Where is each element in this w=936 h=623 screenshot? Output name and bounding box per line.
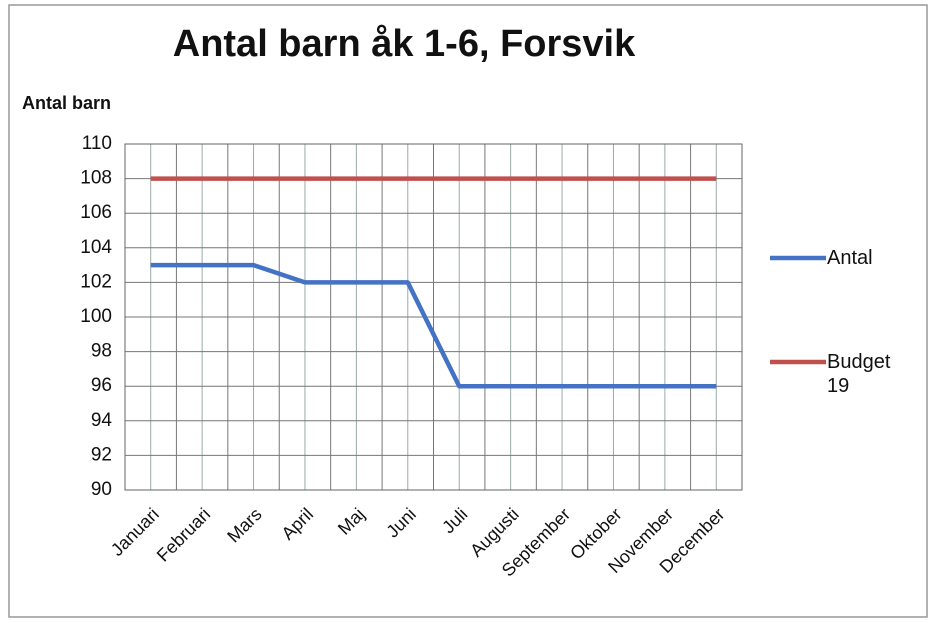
y-tick-label: 108: [80, 168, 112, 189]
y-tick-label: 110: [82, 133, 112, 154]
y-axis-label: Antal barn: [22, 93, 111, 113]
x-tick-label: Mars: [223, 504, 265, 546]
chart-title: Antal barn åk 1-6, Forsvik: [173, 23, 636, 65]
x-tick-label: Juli: [438, 504, 471, 537]
y-tick-label: 100: [80, 306, 112, 327]
plot-border: [124, 143, 743, 491]
y-tick-label: 94: [91, 410, 113, 431]
chart-frame: [8, 4, 928, 618]
y-tick-label: 96: [91, 375, 112, 396]
legend-label: Antal: [827, 247, 873, 269]
y-tick-label: 106: [80, 202, 112, 223]
x-tick-label: Juni: [382, 504, 419, 541]
x-tick-label: April: [278, 504, 318, 544]
x-tick-label: Maj: [334, 504, 369, 539]
y-tick-label: 98: [91, 341, 112, 362]
y-tick-label: 92: [91, 444, 112, 465]
legend-label: Budget 19: [827, 351, 891, 397]
x-tick-label: Februari: [153, 504, 215, 566]
y-tick-label: 90: [91, 479, 112, 500]
series-line: [150, 262, 717, 389]
y-tick-label: 104: [80, 237, 112, 258]
y-tick-label: 102: [80, 271, 112, 292]
